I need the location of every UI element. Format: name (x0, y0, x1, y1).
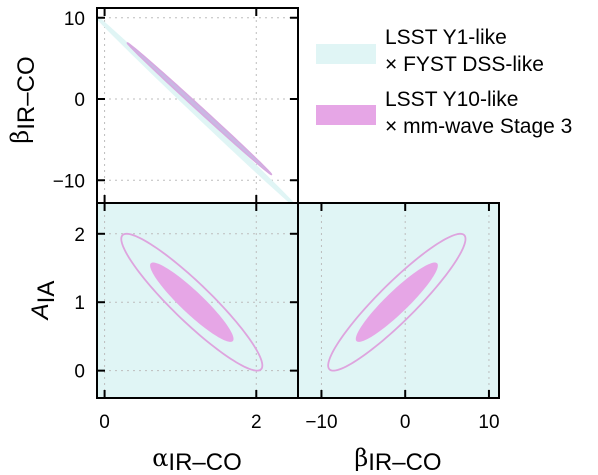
panel-AIA-vs-alpha-xlabel: αIR–CO (152, 444, 242, 475)
legend-label-y10-line1: LSST Y10-like (385, 88, 518, 111)
panel-AIA-vs-alpha: 0 2 2 1 0 AIA αIR–CO (27, 202, 299, 475)
contour-outer-0 (120, 232, 264, 372)
panel-AIA-vs-beta-contours (327, 232, 467, 372)
panel-AIA-vs-alpha-ylabel: AIA (27, 281, 60, 322)
x-tick-label: 10 (478, 412, 499, 433)
ylabel-beta-symbol: β (6, 130, 34, 144)
x-tick-label: 0 (400, 412, 411, 433)
y-tick-label: 1 (74, 293, 85, 314)
legend: LSST Y1-like × FYST DSS-like LSST Y10-li… (316, 26, 572, 138)
ylabel-A-symbol: A (27, 303, 54, 321)
panel-AIA-vs-beta-frame (297, 202, 500, 399)
panel-AIA-vs-alpha-ticks: 0 2 2 1 0 (74, 203, 298, 433)
panel-AIA-vs-beta-xlabel: βIR–CO (354, 444, 441, 475)
contour-inner-1 (150, 262, 234, 342)
xlabel-beta-subscript: IR–CO (368, 449, 441, 475)
legend-label-y10-line2: × mm-wave Stage 3 (385, 115, 572, 138)
x-tick-label: 2 (251, 412, 262, 433)
y-tick-label: 10 (64, 9, 85, 30)
xlabel-alpha-subscript: IR–CO (168, 449, 241, 475)
panel-beta-vs-alpha-contours (97, 15, 295, 203)
x-tick-label: 0 (99, 412, 110, 433)
legend-swatch-y10 (316, 105, 376, 125)
legend-label-y1-line2: × FYST DSS-like (385, 53, 544, 76)
xlabel-beta-symbol: β (354, 444, 368, 472)
y-tick-label: −10 (53, 171, 85, 192)
panel-AIA-vs-alpha-contours (120, 232, 264, 372)
ylabel-A-subscript: IA (33, 281, 60, 304)
y-tick-label: 0 (74, 362, 85, 383)
panel-AIA-vs-alpha-grid (97, 203, 298, 398)
panel-AIA-vs-beta: −10 0 10 βIR–CO (297, 202, 500, 475)
contour-region-1 (126, 42, 273, 176)
panel-beta-vs-alpha: 10 0 −10 βIR–CO (6, 7, 299, 204)
contour-outer-0 (327, 232, 467, 372)
y-tick-label: 2 (74, 225, 85, 246)
panel-AIA-vs-beta-ticks: −10 0 10 (305, 203, 500, 433)
panel-beta-vs-alpha-ylabel: βIR–CO (6, 56, 40, 143)
x-tick-label: −10 (305, 412, 337, 433)
contour-inner-1 (355, 262, 438, 342)
xlabel-alpha-symbol: α (152, 444, 168, 472)
ylabel-beta-subscript: IR–CO (13, 56, 40, 129)
legend-swatch-y1 (316, 44, 376, 64)
y-tick-label: 0 (74, 90, 85, 111)
panel-beta-vs-alpha-ticks: 10 0 −10 (53, 8, 298, 203)
legend-label-y1-line1: LSST Y1-like (385, 26, 507, 49)
